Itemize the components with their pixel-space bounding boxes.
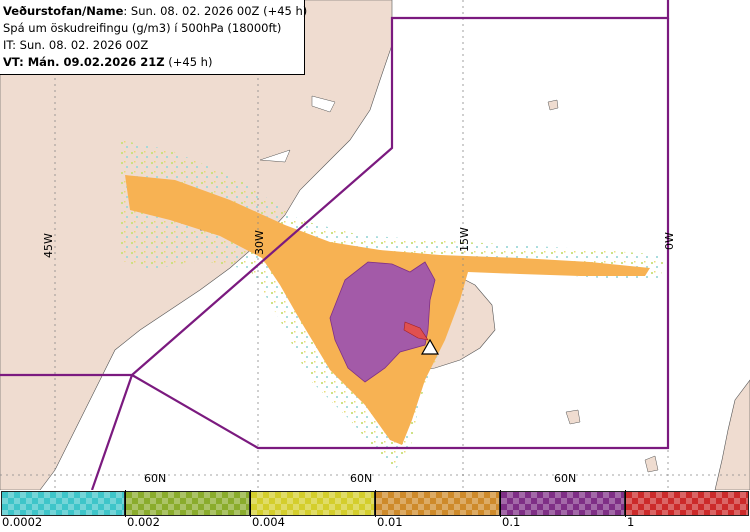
lat-label-2: 60N	[350, 472, 372, 485]
issue-time: : Sun. 08. 02. 2026 00Z (+45 h)	[123, 4, 308, 18]
ash-plume-red	[403, 321, 429, 341]
info-line-2: Spá um öskudreifingu (g/m3) í 500hPa (18…	[3, 21, 282, 35]
lon-label-30w: 30W	[253, 230, 266, 255]
fir-boundary	[0, 0, 670, 490]
legend-swatch-6	[625, 491, 749, 516]
legend-tick-0.1: 0.1	[502, 515, 521, 529]
info-line-3: IT: Sun. 08. 02. 2026 00Z	[3, 38, 149, 52]
lon-label-15w: 15W	[458, 227, 471, 252]
info-line-1: Veðurstofan/Name: Sun. 08. 02. 2026 00Z …	[3, 3, 307, 20]
valid-time: VT: Mán. 09.02.2026 21Z	[3, 55, 165, 69]
volcano-icon	[420, 338, 440, 355]
legend-tick-0.0002: 0.0002	[2, 515, 43, 529]
valid-offset: (+45 h)	[164, 55, 213, 69]
info-line-4: VT: Mán. 09.02.2026 21Z (+45 h)	[3, 54, 301, 71]
legend-swatch-2	[125, 491, 250, 516]
legend-tick-0.004: 0.004	[252, 515, 285, 529]
legend-swatch-3	[250, 491, 375, 516]
legend-tick-0.01: 0.01	[377, 515, 403, 529]
issuer-name: Veðurstofan/Name	[3, 4, 124, 18]
legend-swatch-4	[375, 491, 500, 516]
lat-label-1: 60N	[144, 472, 166, 485]
legend-swatch-5	[500, 491, 625, 516]
forecast-info-box: Veðurstofan/Name: Sun. 08. 02. 2026 00Z …	[0, 0, 307, 75]
ash-forecast-map: 45W 30W 15W 0W 60N 60N 60N	[0, 0, 750, 490]
legend-tick-0.002: 0.002	[127, 515, 160, 529]
norway-land	[714, 379, 750, 490]
lat-label-3: 60N	[554, 472, 576, 485]
lon-label-45w: 45W	[42, 233, 55, 258]
legend-swatch-1	[1, 491, 125, 516]
legend-tick-1: 1	[627, 515, 635, 529]
lon-label-0w: 0W	[663, 232, 676, 250]
